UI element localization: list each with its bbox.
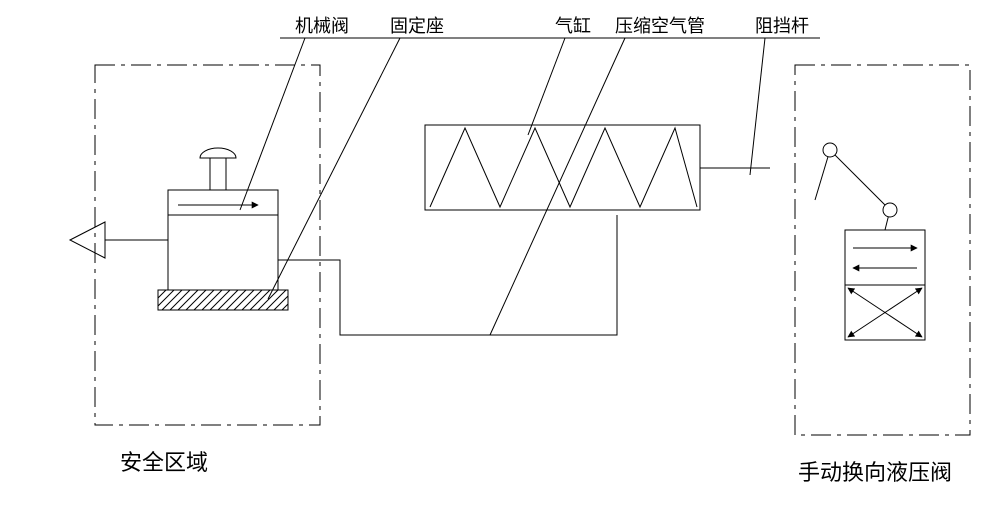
- label-fixed_seat: 固定座: [390, 16, 444, 36]
- manual-valve-zone-box: [795, 65, 970, 435]
- leader-mech_valve: [240, 38, 305, 210]
- safe-zone-box: [95, 65, 320, 425]
- cylinder: [425, 125, 770, 210]
- label-cylinder: 气缸: [555, 15, 591, 36]
- label-block_rod: 阻挡杆: [755, 16, 809, 36]
- leader-block_rod: [750, 38, 765, 175]
- mechanical-valve: [70, 148, 288, 310]
- label-mech_valve: 机械阀: [295, 16, 349, 36]
- input-triangle-icon: [70, 222, 105, 258]
- compressed-air-pipe: [278, 215, 617, 335]
- fixed-seat: [158, 290, 288, 310]
- directional-valve: [845, 230, 925, 340]
- caption-safe_zone: 安全区域: [120, 450, 208, 475]
- leader-cylinder: [528, 38, 565, 135]
- spring-icon: [430, 128, 697, 207]
- leader-air_pipe: [490, 38, 625, 335]
- label-air_pipe: 压缩空气管: [615, 16, 705, 36]
- caption-manual_valve: 手动换向液压阀: [798, 460, 952, 485]
- manual-lever: [815, 143, 897, 230]
